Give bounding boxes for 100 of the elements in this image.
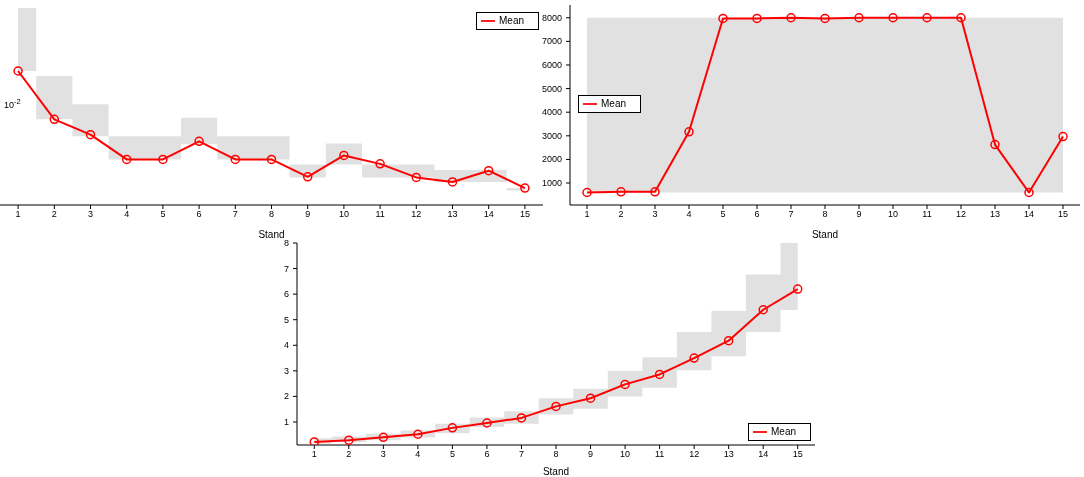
point	[516, 413, 527, 423]
y-tick-label: 5000	[541, 83, 562, 94]
x-tick-label: 6	[196, 209, 202, 220]
x-tick-label: 3	[652, 209, 658, 220]
x-tick-label: 14	[1023, 209, 1035, 220]
y-tick-label: 4000	[541, 107, 562, 118]
point	[616, 187, 626, 197]
x-tick-label: 4	[415, 449, 421, 460]
point	[620, 379, 630, 390]
y-tick-label: 8	[283, 238, 289, 248]
x-tick-label: 11	[375, 209, 385, 220]
point	[520, 183, 530, 193]
y-tick-label: 8000	[541, 12, 562, 23]
y-tick-label: 1	[283, 416, 289, 427]
legend-label: Mean	[601, 97, 627, 109]
point	[650, 187, 660, 197]
x-tick-label: 13	[723, 449, 734, 460]
point	[483, 165, 494, 176]
x-tick-label: 4	[686, 209, 692, 220]
y-tick-label: 2	[283, 391, 289, 402]
x-tick-label: 5	[449, 449, 455, 460]
point	[990, 139, 1000, 150]
x-tick-label: 1	[15, 209, 21, 220]
x-tick-label: 8	[268, 209, 275, 220]
x-tick-label: 9	[856, 209, 862, 220]
x-tick-label: 14	[758, 449, 769, 460]
point	[723, 335, 734, 346]
x-tick-label: 12	[411, 209, 422, 220]
point	[854, 13, 864, 23]
point	[339, 150, 349, 161]
legend-label: Mean	[498, 14, 524, 26]
y-tick-label: 7	[283, 263, 289, 274]
x-tick-label: 6	[754, 209, 760, 220]
point	[1024, 187, 1034, 198]
point	[302, 172, 313, 182]
point	[49, 114, 60, 125]
x-tick-label: 2	[618, 209, 624, 220]
point	[344, 435, 354, 445]
x-tick-label: 3	[87, 209, 94, 220]
y-tick-label: 3000	[541, 130, 562, 141]
point	[718, 13, 728, 24]
point	[447, 423, 458, 433]
x-tick-label: 7	[518, 449, 524, 460]
y-tick-label: 7000	[541, 36, 562, 47]
x-tick-label: 11	[654, 449, 665, 460]
y-tick-label: 6	[283, 289, 289, 300]
x-tick-label: 12	[955, 209, 967, 220]
point	[375, 159, 385, 169]
x-tick-label: 5	[720, 209, 726, 220]
point	[582, 187, 592, 198]
x-tick-label: 7	[232, 209, 238, 220]
point	[482, 418, 492, 428]
x-axis-title: Stand	[258, 229, 285, 240]
x-tick-label: 6	[484, 449, 490, 460]
point	[551, 401, 561, 412]
x-tick-label: 5	[160, 209, 166, 220]
point	[121, 154, 132, 165]
point	[684, 127, 694, 137]
point	[820, 13, 830, 24]
point	[758, 304, 768, 315]
x-tick-label: 10	[620, 449, 631, 460]
x-tick-label: 2	[346, 449, 352, 460]
x-tick-label: 1	[584, 209, 590, 220]
annotation: 10$^{-2}$	[4, 96, 21, 110]
point	[1058, 131, 1068, 142]
x-tick-label: 2	[51, 209, 57, 220]
x-axis-title: Stand	[542, 466, 570, 477]
x-tick-label: 15	[1057, 209, 1069, 220]
x-tick-label: 14	[483, 209, 494, 220]
y-tick-label: 6000	[541, 59, 562, 70]
point	[309, 437, 320, 445]
point	[85, 129, 96, 140]
y-tick-label: 4	[283, 340, 289, 351]
x-tick-label: 13	[447, 209, 458, 220]
point	[13, 66, 23, 76]
x-tick-label: 15	[792, 449, 803, 460]
point	[230, 154, 241, 165]
point	[447, 177, 458, 187]
x-tick-label: 1	[311, 449, 317, 460]
x-tick-label: 9	[305, 209, 311, 220]
point	[585, 393, 596, 403]
x-axis-title: Stand	[811, 229, 839, 240]
point	[158, 154, 168, 165]
y-tick-label: 5	[283, 314, 289, 325]
y-tick-label: 1000	[541, 178, 562, 189]
x-tick-label: 8	[822, 209, 828, 220]
x-tick-label: 10	[338, 209, 349, 220]
x-tick-label: 7	[788, 209, 794, 220]
x-tick-label: 12	[689, 449, 700, 460]
point	[888, 13, 898, 23]
point	[411, 172, 422, 183]
point	[752, 13, 762, 24]
x-tick-label: 15	[519, 209, 530, 220]
x-tick-label: 4	[124, 209, 130, 220]
legend-label: Mean	[770, 425, 796, 437]
point	[792, 284, 803, 294]
point	[956, 13, 966, 23]
x-tick-label: 3	[380, 449, 386, 460]
point	[654, 369, 665, 380]
x-tick-label: 10	[887, 209, 899, 220]
